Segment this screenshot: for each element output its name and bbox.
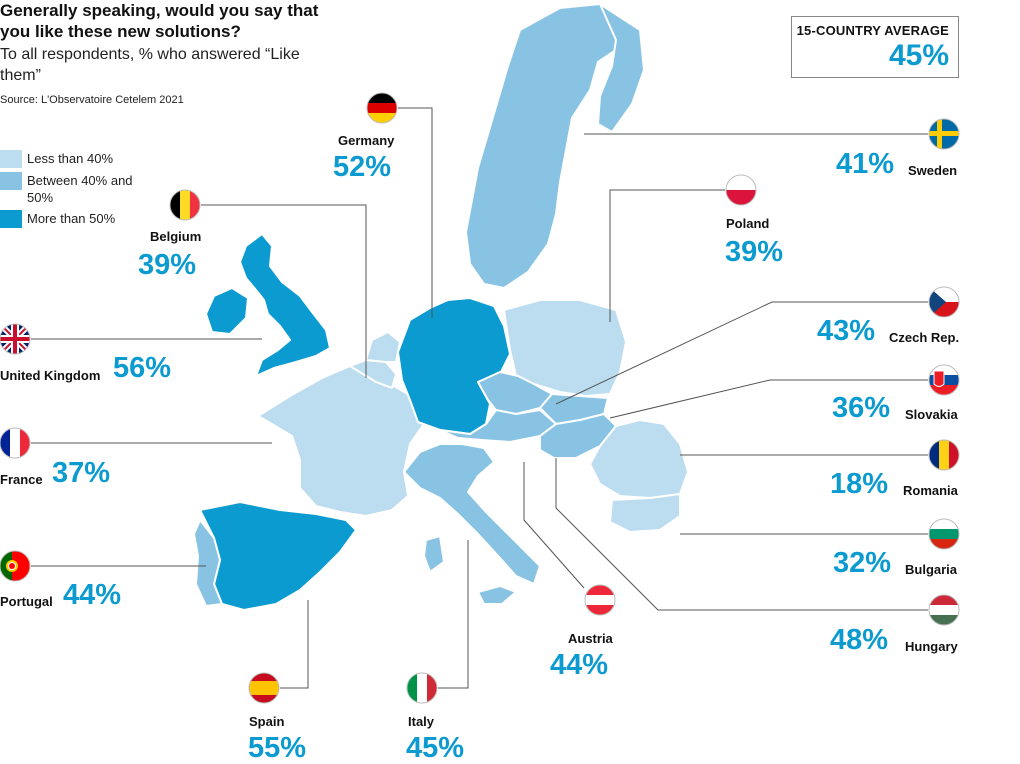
value-france: 37% bbox=[52, 457, 111, 489]
country-shape-norway-finland bbox=[597, 3, 645, 133]
legend-swatch-low bbox=[0, 150, 22, 168]
leader-lines bbox=[31, 107, 928, 689]
flag-pl-icon bbox=[726, 175, 756, 205]
value-portugal: 44% bbox=[63, 579, 122, 611]
value-poland: 39% bbox=[725, 236, 784, 268]
legend-swatch-mid bbox=[0, 172, 22, 190]
value-united-kingdom: 56% bbox=[113, 352, 172, 384]
value-sweden: 41% bbox=[836, 148, 895, 180]
legend-label-mid: Between 40% and 50% bbox=[27, 173, 133, 205]
country-shape-bulgaria bbox=[609, 493, 681, 533]
country-shape-romania bbox=[589, 419, 689, 499]
value-belgium: 39% bbox=[138, 249, 197, 281]
average-label: 15-COUNTRY AVERAGE bbox=[796, 23, 949, 38]
leader-line-czech-rep bbox=[555, 301, 928, 405]
label-austria: Austria bbox=[568, 631, 613, 646]
flag-sk-icon bbox=[929, 365, 959, 395]
flag-de-icon bbox=[367, 93, 397, 123]
leader-line-italy bbox=[438, 540, 469, 689]
flag-be-icon bbox=[170, 190, 200, 220]
value-czech-rep: 43% bbox=[817, 315, 876, 347]
label-united-kingdom: United Kingdom bbox=[0, 368, 101, 383]
flag-ro-icon bbox=[929, 440, 959, 470]
leader-line-germany bbox=[398, 107, 433, 318]
value-spain: 55% bbox=[248, 732, 307, 764]
legend-label-high: More than 50% bbox=[27, 211, 116, 226]
country-shape-austria bbox=[439, 409, 557, 443]
chart-subtitle: To all respondents, % who answered “Like… bbox=[0, 46, 300, 84]
label-slovakia: Slovakia bbox=[905, 407, 958, 422]
label-poland: Poland bbox=[726, 216, 770, 231]
flag-bg-icon bbox=[929, 519, 959, 549]
leader-line-belgium bbox=[201, 204, 367, 378]
value-italy: 45% bbox=[406, 732, 465, 764]
value-germany: 52% bbox=[333, 151, 392, 183]
flag-pt-icon bbox=[0, 551, 30, 581]
label-italy: Italy bbox=[408, 714, 435, 729]
country-shape-france bbox=[257, 365, 425, 517]
flag-hu-icon bbox=[929, 595, 959, 625]
flag-fr-icon bbox=[0, 428, 30, 458]
country-shape-ireland bbox=[205, 287, 249, 335]
country-shape-sicily bbox=[477, 585, 517, 605]
chart-title: Generally speaking, would you say that y… bbox=[0, 1, 319, 41]
label-belgium: Belgium bbox=[150, 229, 202, 244]
label-germany: Germany bbox=[338, 133, 395, 148]
country-shape-spain bbox=[199, 501, 357, 611]
label-romania: Romania bbox=[903, 483, 958, 498]
leader-line-poland bbox=[609, 189, 725, 322]
label-czech-rep: Czech Rep. bbox=[889, 330, 960, 345]
country-shape-sardinia bbox=[423, 535, 445, 573]
country-shape-sweden bbox=[465, 3, 629, 289]
legend-item-high: More than 50% bbox=[0, 210, 147, 228]
country-shape-italy bbox=[403, 443, 541, 585]
country-shape-netherlands bbox=[365, 331, 401, 363]
label-portugal: Portugal bbox=[0, 594, 53, 609]
legend-item-low: Less than 40% bbox=[0, 150, 147, 168]
flag-es-icon bbox=[249, 673, 279, 703]
flag-gb-icon bbox=[0, 324, 30, 354]
average-box: 15-COUNTRY AVERAGE 45% bbox=[791, 16, 959, 78]
label-sweden: Sweden bbox=[908, 163, 958, 178]
flag-at-icon bbox=[585, 585, 615, 615]
legend-swatch-high bbox=[0, 210, 22, 228]
value-hungary: 48% bbox=[830, 624, 889, 656]
label-bulgaria: Bulgaria bbox=[905, 562, 958, 577]
value-slovakia: 36% bbox=[832, 392, 891, 424]
label-spain: Spain bbox=[249, 714, 285, 729]
legend: Less than 40% Between 40% and 50% More t… bbox=[0, 150, 147, 232]
label-france: France bbox=[0, 472, 43, 487]
value-romania: 18% bbox=[830, 468, 889, 500]
leader-line-austria bbox=[523, 462, 585, 589]
flag-outlines bbox=[0, 92, 960, 704]
legend-item-mid: Between 40% and 50% bbox=[0, 172, 147, 206]
label-hungary: Hungary bbox=[905, 639, 958, 654]
leader-line-hungary bbox=[555, 458, 928, 611]
country-shape-united-kingdom bbox=[239, 233, 331, 377]
value-bulgaria: 32% bbox=[833, 547, 892, 579]
legend-label-low: Less than 40% bbox=[27, 151, 114, 166]
flag-cz-icon bbox=[929, 287, 959, 317]
leader-line-slovakia bbox=[609, 379, 928, 419]
value-austria: 44% bbox=[550, 649, 609, 681]
flag-se-icon bbox=[929, 119, 959, 149]
flag-it-icon bbox=[407, 673, 437, 703]
source-note: Source: L'Observatoire Cetelem 2021 bbox=[0, 94, 184, 106]
country-shape-portugal bbox=[193, 519, 223, 607]
average-value: 45% bbox=[888, 39, 949, 72]
leader-line-spain bbox=[280, 600, 309, 689]
